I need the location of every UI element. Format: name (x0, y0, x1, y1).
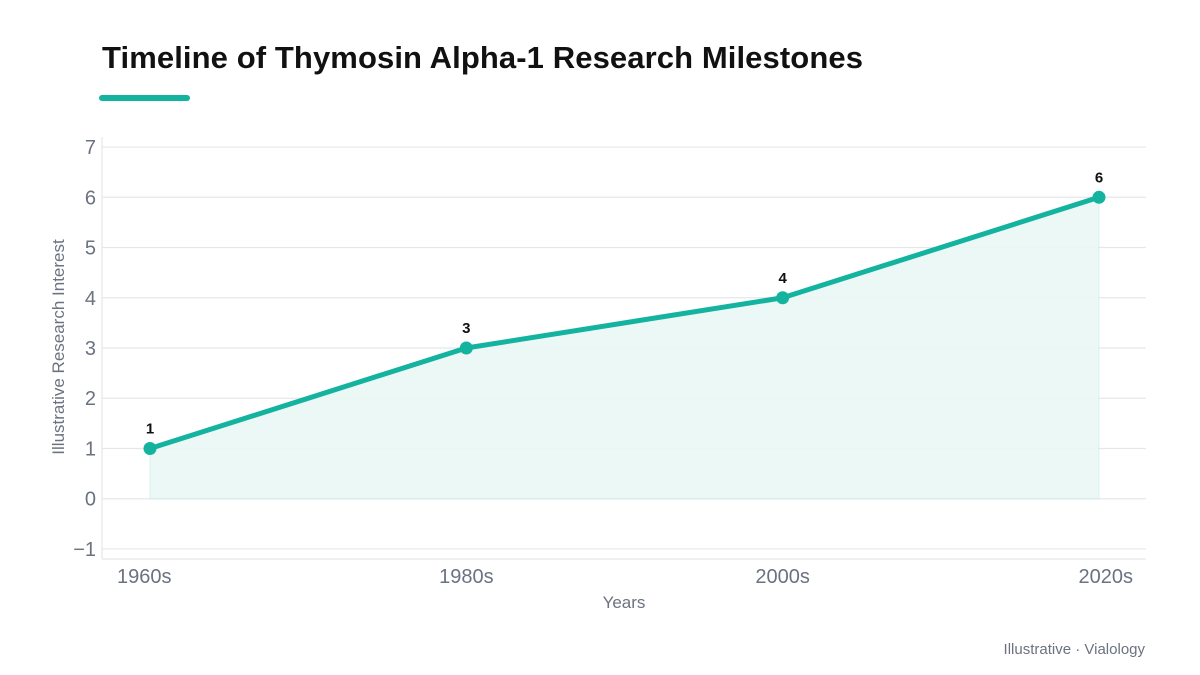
y-tick-label: −1 (73, 539, 96, 561)
data-label: 6 (1095, 169, 1103, 186)
y-tick-label: 7 (85, 137, 96, 159)
data-point (776, 291, 790, 305)
footer-credit: Illustrative · Vialology (1003, 641, 1145, 658)
data-label: 4 (778, 270, 787, 287)
y-tick-label: 1 (85, 438, 96, 460)
title-accent-bar (99, 95, 190, 101)
data-point (143, 441, 157, 455)
x-axis-label: Years (603, 593, 646, 612)
y-tick-label: 3 (85, 338, 96, 360)
chart-title: Timeline of Thymosin Alpha-1 Research Mi… (102, 40, 864, 75)
x-tick-label: 2020s (1079, 566, 1134, 588)
x-tick-label: 1960s (117, 566, 172, 588)
x-tick-label: 2000s (755, 566, 810, 588)
data-labels: 1 3 4 6 (146, 169, 1103, 437)
series-line (147, 194, 1102, 451)
data-point (1092, 190, 1106, 204)
y-tick-label: 0 (85, 489, 96, 511)
data-point (459, 341, 473, 355)
tick-labels: −1 0 1 2 3 4 5 6 7 1960s 1980s 2000s 2020s (73, 137, 1133, 588)
data-label: 3 (462, 320, 470, 337)
data-points (143, 190, 1106, 455)
data-label: 1 (146, 420, 154, 437)
y-tick-label: 2 (85, 388, 96, 410)
x-tick-label: 1980s (439, 566, 494, 588)
y-tick-label: 5 (85, 238, 96, 260)
axes (101, 137, 1146, 560)
y-tick-label: 4 (85, 288, 96, 310)
y-axis-label: Illustrative Research Interest (49, 239, 68, 455)
y-tick-label: 6 (85, 187, 96, 209)
